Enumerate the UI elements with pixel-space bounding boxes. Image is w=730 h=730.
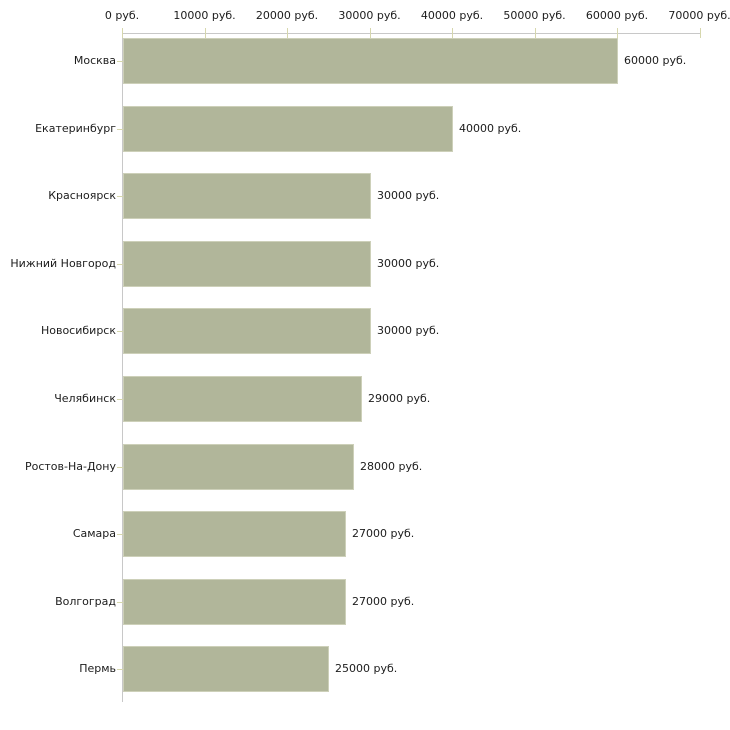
- y-axis-line: [122, 33, 123, 702]
- bar: [123, 240, 371, 287]
- bar: [123, 376, 362, 422]
- bar-value-label: 25000 руб.: [335, 662, 398, 676]
- category-label: Пермь: [79, 662, 116, 676]
- bar-value-label: 28000 руб.: [360, 459, 423, 473]
- bar-value-label: 27000 руб.: [352, 594, 415, 608]
- y-tick-mark: [117, 263, 123, 265]
- bar: [123, 38, 618, 84]
- bar-value-label: 60000 руб.: [624, 54, 687, 67]
- x-tick-mark: [534, 28, 536, 38]
- y-tick-mark: [117, 534, 123, 536]
- category-label: Екатеринбург: [35, 121, 116, 135]
- x-tick-mark: [699, 28, 701, 38]
- category-label: Ростов-На-Дону: [24, 459, 116, 473]
- category-label: Самара: [72, 527, 116, 541]
- x-tick-label: 50000 руб.: [503, 9, 566, 22]
- category-label: Нижний Новгород: [10, 256, 116, 270]
- category-label: Волгоград: [55, 594, 116, 608]
- bar-value-label: 40000 руб.: [459, 121, 522, 135]
- x-tick-label: 10000 руб.: [173, 9, 236, 22]
- y-tick-mark: [117, 399, 123, 400]
- x-tick-mark: [204, 28, 206, 38]
- x-tick-mark: [122, 28, 123, 38]
- x-tick-mark: [452, 28, 453, 38]
- x-tick-label: 0 руб.: [104, 9, 140, 22]
- y-tick-mark: [117, 601, 123, 603]
- bar: [123, 308, 371, 355]
- x-tick-label: 40000 руб.: [420, 9, 484, 22]
- y-tick-mark: [117, 331, 123, 333]
- bar: [123, 646, 329, 693]
- y-tick-mark: [117, 669, 123, 671]
- bar: [123, 173, 371, 220]
- x-tick-mark: [287, 28, 288, 38]
- x-tick-mark: [369, 28, 371, 38]
- category-label: Красноярск: [48, 189, 116, 203]
- y-tick-mark: [117, 61, 123, 62]
- bar-value-label: 30000 руб.: [377, 189, 440, 203]
- x-axis-line: [122, 33, 701, 34]
- bar-value-label: 30000 руб.: [377, 324, 440, 338]
- x-tick-label: 70000 руб.: [668, 9, 730, 22]
- bar: [123, 443, 354, 490]
- y-tick-mark: [117, 196, 123, 198]
- bar: [123, 578, 346, 625]
- x-tick-label: 60000 руб.: [585, 9, 649, 22]
- category-label: Москва: [73, 54, 116, 67]
- y-tick-mark: [117, 128, 123, 130]
- x-tick-label: 20000 руб.: [255, 9, 319, 22]
- y-tick-mark: [117, 466, 123, 468]
- bar-value-label: 27000 руб.: [352, 527, 415, 541]
- category-label: Новосибирск: [40, 324, 116, 338]
- x-tick-label: 30000 руб.: [338, 9, 401, 22]
- bar-value-label: 30000 руб.: [377, 256, 440, 270]
- bar-value-label: 29000 руб.: [368, 392, 431, 405]
- category-label: Челябинск: [54, 392, 116, 405]
- bar: [123, 105, 453, 152]
- bar: [123, 511, 346, 558]
- x-tick-mark: [617, 28, 618, 38]
